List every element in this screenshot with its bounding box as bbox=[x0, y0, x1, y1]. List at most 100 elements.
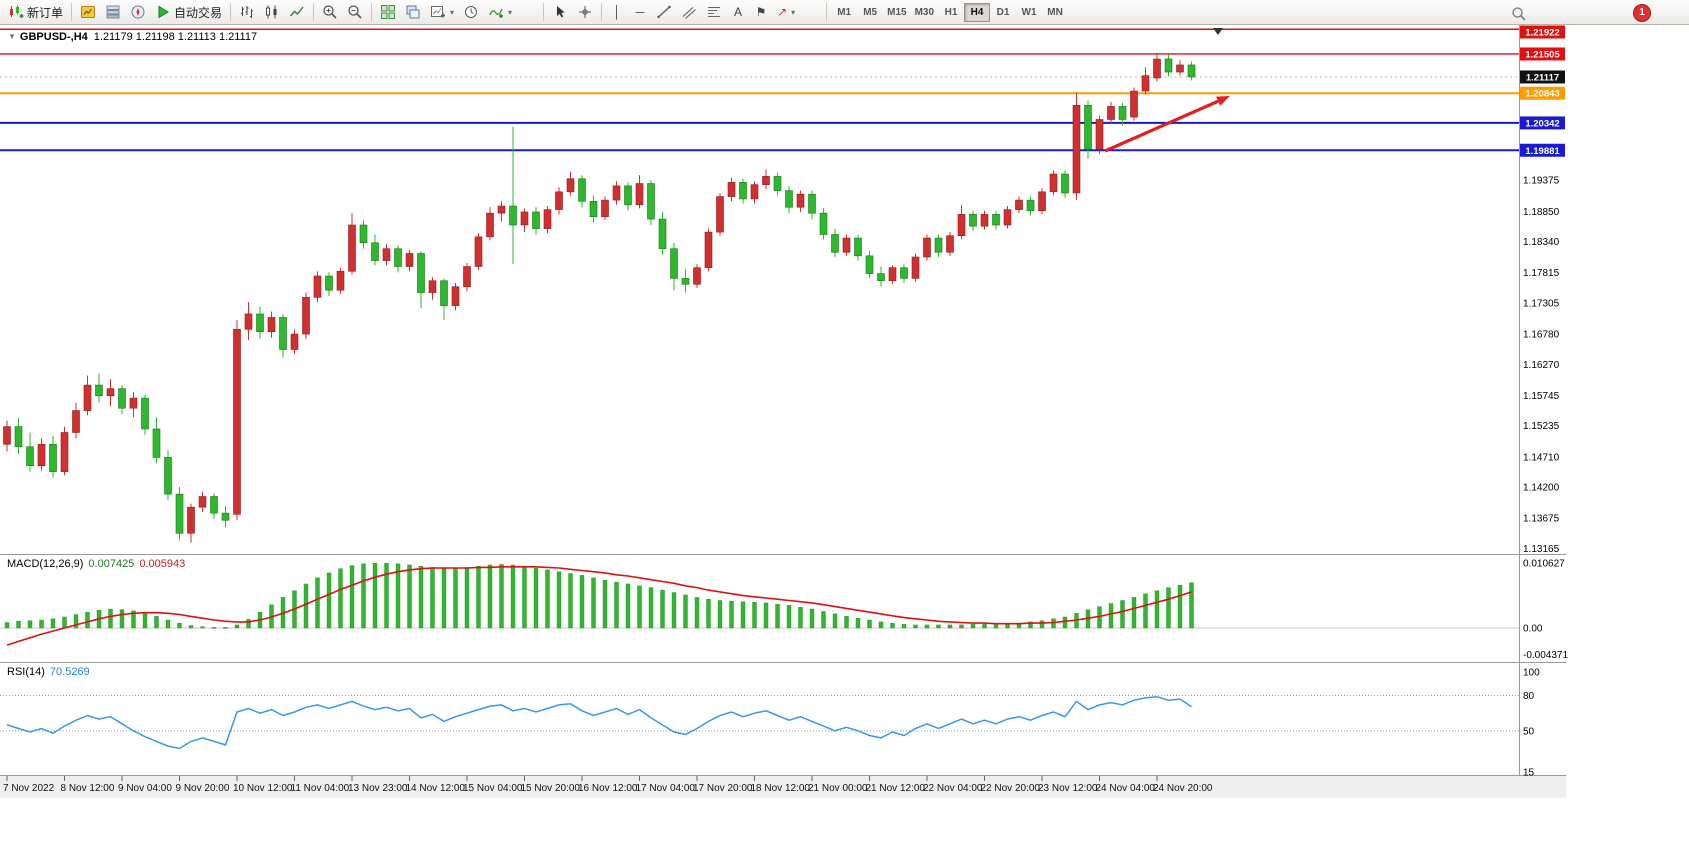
trend-arrow-annotation[interactable] bbox=[1104, 96, 1230, 153]
candle-down bbox=[865, 255, 874, 274]
toolbar-separator bbox=[543, 3, 545, 21]
candle-down bbox=[854, 237, 862, 257]
timeframe-d1-button[interactable]: D1 bbox=[990, 3, 1016, 22]
zoom-in-button[interactable] bbox=[318, 2, 342, 23]
time-label: 21 Nov 12:00 bbox=[866, 783, 926, 794]
shapes-tool-button[interactable]: ↗ ▾ bbox=[773, 2, 799, 23]
period-clock-button[interactable] bbox=[459, 2, 483, 23]
timeframe-m5-button[interactable]: M5 bbox=[857, 3, 883, 22]
channel-tool-button[interactable] bbox=[677, 2, 701, 23]
macd-bar bbox=[223, 627, 228, 629]
candle-up bbox=[566, 178, 575, 193]
price-line-objects[interactable] bbox=[0, 28, 1519, 152]
bar-chart-mode-button[interactable] bbox=[235, 2, 259, 23]
one-click-collapse-icon[interactable]: ▼ bbox=[8, 32, 16, 41]
time-label: 8 Nov 12:00 bbox=[61, 783, 115, 794]
navigator-button[interactable] bbox=[126, 2, 150, 23]
price-tag-label: 1.20342 bbox=[1525, 118, 1559, 129]
line-chart-icon bbox=[290, 6, 304, 17]
cascade-windows-button[interactable] bbox=[401, 2, 425, 23]
price-tag-1.21117 bbox=[1520, 70, 1565, 84]
text-tool-button[interactable]: A bbox=[727, 2, 749, 23]
ohlc-values: 1.21179 1.21198 1.21113 1.21117 bbox=[93, 31, 258, 43]
auto-trading-button[interactable]: 自动交易 bbox=[151, 2, 226, 23]
macd-bar bbox=[418, 566, 424, 629]
horizontal-line-icon: ─ bbox=[635, 5, 645, 19]
candlestick-mode-button[interactable] bbox=[260, 2, 284, 23]
time-label: 24 Nov 04:00 bbox=[1096, 783, 1156, 794]
chart-canvas[interactable]: 7 Nov 2022 8 Nov 12:00 9 Nov 04:00 9 Nov 20… bbox=[0, 25, 1689, 862]
macd-bar bbox=[545, 569, 550, 629]
timeframe-group: M1 M5 M15 M30 H1 H4 D1 W1 MN bbox=[831, 2, 1068, 22]
search-button[interactable] bbox=[1507, 3, 1531, 24]
price-scale-label: 1.14200 bbox=[1523, 483, 1560, 494]
vertical-line-tool-button[interactable]: │ bbox=[606, 2, 628, 23]
candle-down bbox=[279, 317, 287, 350]
zoom-out-button[interactable] bbox=[343, 2, 367, 23]
candle-down bbox=[95, 384, 103, 397]
macd-bar bbox=[303, 583, 309, 629]
macd-bar bbox=[832, 613, 838, 629]
time-axis[interactable]: 7 Nov 2022 8 Nov 12:00 9 Nov 04:00 9 Nov 20… bbox=[0, 776, 1566, 798]
timeframe-m1-button[interactable]: M1 bbox=[831, 3, 857, 22]
crosshair-tool-button[interactable] bbox=[573, 2, 597, 23]
price-scale-label: 1.17815 bbox=[1523, 268, 1560, 279]
trendline-tool-button[interactable] bbox=[652, 2, 676, 23]
macd-bar bbox=[361, 563, 366, 629]
new-order-label: 新订单 bbox=[27, 5, 64, 20]
macd-bar bbox=[809, 608, 815, 629]
new-chart-button[interactable]: ▾ bbox=[426, 2, 458, 23]
toolbar-separator bbox=[371, 3, 373, 21]
cursor-tool-button[interactable] bbox=[548, 2, 572, 23]
macd-bar bbox=[1143, 593, 1148, 629]
candle-up bbox=[923, 237, 931, 258]
timeframe-w1-button[interactable]: W1 bbox=[1016, 3, 1042, 22]
horizontal-line-tool-button[interactable]: ─ bbox=[629, 2, 651, 23]
macd-bar bbox=[384, 562, 389, 629]
macd-bar bbox=[1039, 620, 1045, 629]
macd-bar bbox=[119, 609, 125, 629]
macd-bar bbox=[694, 597, 700, 629]
fibonacci-icon bbox=[708, 7, 721, 17]
chart-shift-marker[interactable] bbox=[1213, 28, 1223, 35]
indicators-button[interactable]: ▾ bbox=[484, 2, 516, 23]
price-scale-label: 1.19375 bbox=[1523, 176, 1560, 187]
notification-badge[interactable]: 1 bbox=[1633, 4, 1651, 22]
line-chart-mode-button[interactable] bbox=[285, 2, 309, 23]
candle-up bbox=[842, 237, 851, 253]
timeframe-m15-button[interactable]: M15 bbox=[883, 3, 910, 22]
macd-bar bbox=[50, 618, 56, 629]
candle-up bbox=[555, 191, 563, 210]
macd-bar bbox=[947, 624, 953, 629]
candle-up bbox=[957, 214, 966, 236]
candle-down bbox=[371, 242, 379, 261]
timeframe-m30-button[interactable]: M30 bbox=[911, 3, 938, 22]
price-tag-1.19881 bbox=[1520, 143, 1565, 157]
macd-bar bbox=[487, 564, 493, 629]
price-scale-label: 1.15745 bbox=[1523, 391, 1560, 402]
new-order-button[interactable]: 新订单 bbox=[4, 2, 67, 23]
macd-bar bbox=[660, 589, 665, 629]
candle-up bbox=[3, 426, 11, 445]
timeframe-h4-button[interactable]: H4 bbox=[964, 2, 991, 22]
fibonacci-tool-button[interactable] bbox=[702, 2, 726, 23]
data-window-button[interactable] bbox=[101, 2, 125, 23]
candle-up bbox=[1176, 64, 1184, 73]
candle-down bbox=[624, 185, 632, 206]
timeframe-mn-button[interactable]: MN bbox=[1042, 3, 1068, 22]
candle-down bbox=[1118, 106, 1127, 120]
macd-bar bbox=[464, 567, 470, 629]
market-watch-button[interactable] bbox=[76, 2, 100, 23]
candle-up bbox=[1072, 104, 1081, 194]
time-label: 10 Nov 12:00 bbox=[233, 783, 293, 794]
macd-bar bbox=[16, 621, 21, 629]
trendline-icon bbox=[657, 5, 671, 19]
price-scale-label: 1.17305 bbox=[1523, 298, 1560, 309]
candle-up bbox=[405, 253, 414, 267]
tile-windows-button[interactable] bbox=[376, 2, 400, 23]
price-axis[interactable]: 1.19375 1.18850 1.18340 1.17815 1.17305 1.167… bbox=[1520, 25, 1568, 779]
macd-header: MACD(12,26,9) 0.007425 0.005943 bbox=[7, 558, 185, 570]
label-tool-button[interactable]: ⚑ bbox=[750, 2, 772, 23]
timeframe-h1-button[interactable]: H1 bbox=[938, 3, 964, 22]
candle-up bbox=[1130, 90, 1138, 118]
